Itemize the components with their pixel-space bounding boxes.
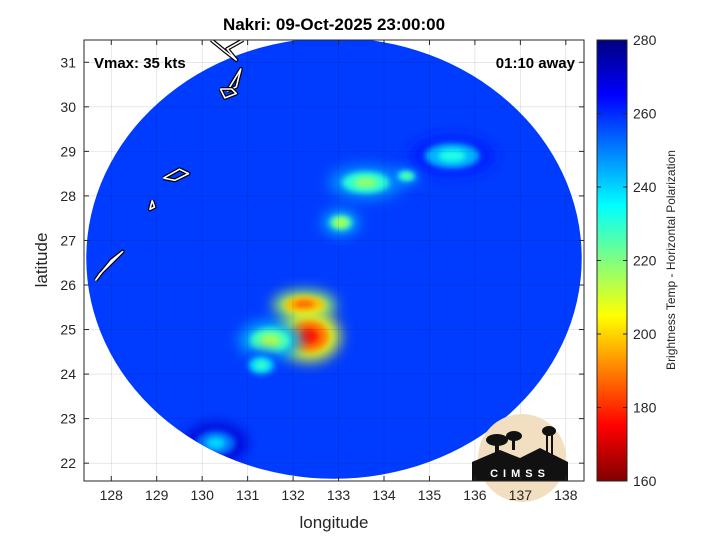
chart-title: Nakri: 09-Oct-2025 23:00:00 — [223, 15, 445, 34]
x-tick-label: 129 — [145, 487, 169, 503]
coastline-yakushima — [219, 88, 238, 99]
colorbar-tick-label: 280 — [633, 32, 657, 48]
colorbar-tick-label: 180 — [633, 400, 657, 416]
colorbar-tick-label: 200 — [633, 326, 657, 342]
y-tick-label: 31 — [60, 54, 76, 70]
swath-background — [86, 40, 582, 479]
x-tick-label: 137 — [509, 487, 533, 503]
x-tick-label: 134 — [372, 487, 396, 503]
convective-feature-core — [294, 300, 315, 310]
y-axis-label: latitude — [32, 233, 51, 288]
y-tick-label: 28 — [60, 188, 76, 204]
cimss-logo: CIMSS — [472, 414, 568, 502]
x-axis-label: longitude — [299, 513, 368, 532]
x-axis-ticks: 128 129 130 131 132 133 134 135 136 137 138 — [100, 40, 578, 503]
colorbar-tick-label: 220 — [633, 253, 657, 269]
x-tick-label: 135 — [418, 487, 442, 503]
x-tick-label: 128 — [100, 487, 124, 503]
colorbar — [596, 39, 628, 482]
grid — [84, 40, 584, 481]
colorbar-ticks: 280 260 240 220 200 180 160 — [597, 32, 657, 489]
colorbar-tick-label: 260 — [633, 106, 657, 122]
y-tick-label: 25 — [60, 322, 76, 338]
x-tick-label: 136 — [463, 487, 487, 503]
x-tick-label: 130 — [191, 487, 215, 503]
y-tick-label: 23 — [60, 411, 76, 427]
convective-feature-core — [402, 173, 412, 179]
y-tick-label: 26 — [60, 277, 76, 293]
y-tick-label: 30 — [60, 99, 76, 115]
logo-text: CIMSS — [490, 468, 550, 480]
coastline-okinawa — [94, 250, 124, 281]
colorbar-tick-label: 160 — [633, 473, 657, 489]
y-tick-label: 22 — [60, 455, 76, 471]
convective-feature-core — [335, 219, 347, 227]
convective-feature-core — [438, 149, 466, 163]
x-tick-label: 133 — [327, 487, 351, 503]
convective-feature-core — [254, 360, 268, 370]
colorbar-tick-label: 240 — [633, 179, 657, 195]
brightness-temp-swath — [86, 40, 582, 479]
y-tick-label: 27 — [60, 232, 76, 248]
convective-feature-core — [354, 177, 378, 188]
convective-feature-core — [299, 328, 319, 345]
x-tick-label: 131 — [236, 487, 260, 503]
x-tick-label: 132 — [281, 487, 305, 503]
colorbar-label: Brightness Temp - Horizontal Polarizatio… — [664, 150, 678, 370]
convective-feature-core — [205, 436, 226, 450]
y-tick-label: 29 — [60, 143, 76, 159]
axes-frame — [83, 39, 585, 482]
y-axis-ticks: 22 23 24 25 26 27 28 29 30 31 — [60, 54, 584, 471]
convective-feature-core — [260, 334, 281, 347]
coastline-tokunoshima — [149, 200, 156, 211]
coastline-kyushu-tip — [210, 40, 244, 61]
y-tick-label: 24 — [60, 366, 76, 382]
x-tick-label: 138 — [554, 487, 578, 503]
coastlines — [93, 40, 245, 282]
vmax-annotation: Vmax: 35 kts — [94, 55, 186, 72]
coastline-amami — [163, 168, 190, 182]
time-away-annotation: 01:10 away — [496, 55, 576, 72]
